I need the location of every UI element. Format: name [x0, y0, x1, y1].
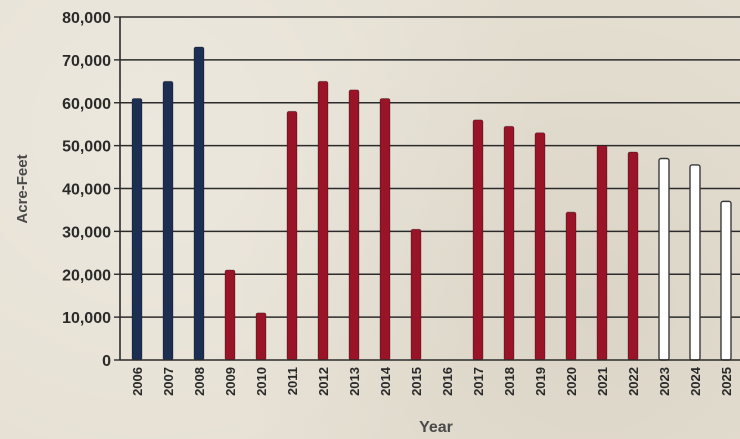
x-tick-label: 2022 — [626, 367, 641, 396]
axes — [119, 17, 740, 361]
y-tick-label: 40,000 — [62, 182, 111, 199]
bar-2011 — [286, 110, 298, 361]
gridlines — [120, 16, 740, 318]
y-tick-label: 50,000 — [62, 139, 111, 156]
bar-2012 — [317, 80, 329, 361]
x-tick-label: 2010 — [254, 367, 269, 396]
bar-2018 — [503, 125, 515, 361]
bar-2009 — [224, 269, 236, 361]
bar-2015 — [410, 228, 422, 361]
x-tick-label: 2024 — [688, 366, 703, 396]
bar-2017 — [472, 119, 484, 361]
x-tick-label: 2009 — [223, 367, 238, 396]
x-tick-label: 2021 — [595, 367, 610, 396]
x-axis-title: Year — [419, 419, 453, 436]
y-tick-label: 70,000 — [62, 53, 111, 70]
x-tick-label: 2019 — [533, 367, 548, 396]
x-tick-label: 2006 — [130, 367, 145, 396]
y-tick-label: 20,000 — [62, 267, 111, 284]
bar-2010 — [255, 312, 267, 361]
x-tick-label: 2013 — [347, 367, 362, 396]
bar-2008 — [193, 46, 205, 361]
y-axis-ticks: 0 10,000 20,000 30,000 40,000 50,000 60,000 70,… — [62, 10, 120, 370]
x-tick-label: 2023 — [657, 367, 672, 396]
bar-2006 — [131, 98, 143, 361]
x-tick-label: 2016 — [440, 367, 455, 396]
y-axis-title: Acre-Feet — [14, 154, 31, 223]
bar-2007 — [162, 80, 174, 361]
x-tick-label: 2025 — [719, 367, 734, 396]
bar-2021 — [596, 145, 608, 361]
y-tick-label: 80,000 — [62, 10, 111, 27]
x-tick-label: 2020 — [564, 367, 579, 396]
bar-2024 — [689, 164, 701, 361]
x-tick-label: 2007 — [161, 367, 176, 396]
bar-2013 — [348, 89, 360, 361]
x-tick-label: 2014 — [378, 366, 393, 396]
y-tick-label: 60,000 — [62, 96, 111, 113]
bar-2014 — [379, 98, 391, 361]
bar-2022 — [627, 151, 639, 361]
x-tick-label: 2012 — [316, 367, 331, 396]
y-tick-label: 30,000 — [62, 224, 111, 241]
bars — [131, 46, 732, 361]
x-tick-label: 2017 — [471, 367, 486, 396]
x-tick-label: 2015 — [409, 367, 424, 396]
bar-2020 — [565, 211, 577, 361]
y-tick-label: 0 — [102, 353, 111, 370]
bar-2025 — [720, 200, 732, 361]
x-axis-ticks: 2006 2007 2008 2009 2010 2011 2012 2013 2014 2015… — [130, 366, 734, 396]
y-tick-label: 10,000 — [62, 310, 111, 327]
bar-2023 — [658, 157, 670, 361]
x-tick-label: 2011 — [285, 367, 300, 395]
x-tick-label: 2008 — [192, 367, 207, 396]
x-tick-label: 2018 — [502, 367, 517, 396]
bar-2019 — [534, 132, 546, 361]
